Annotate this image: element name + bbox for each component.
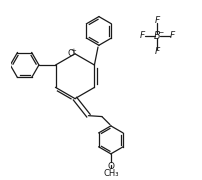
Text: F: F [170, 31, 175, 40]
Text: B: B [154, 31, 161, 41]
Text: +: + [70, 48, 76, 54]
Text: −: − [159, 29, 164, 34]
Text: F: F [155, 47, 160, 56]
Text: CH₃: CH₃ [103, 168, 119, 177]
Text: O: O [107, 163, 114, 172]
Text: O: O [67, 49, 74, 58]
Text: F: F [140, 31, 145, 40]
Text: F: F [155, 16, 160, 25]
